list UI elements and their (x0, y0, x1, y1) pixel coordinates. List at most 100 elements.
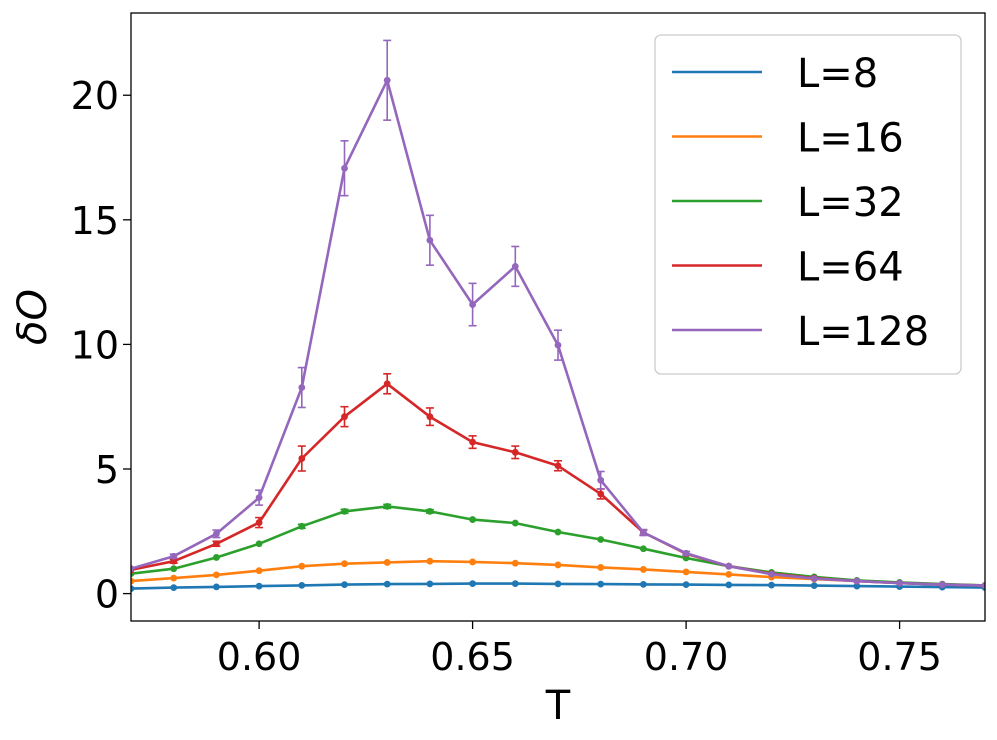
legend-label: L=32 (797, 180, 904, 226)
legend-label: L=128 (797, 309, 929, 355)
data-point (597, 580, 605, 588)
data-point (554, 528, 562, 536)
plot-frame (130, 12, 986, 622)
data-point (426, 557, 434, 565)
data-point (213, 540, 220, 548)
data-point (511, 448, 519, 456)
data-point (255, 540, 263, 548)
data-point (213, 530, 220, 538)
data-point (298, 562, 306, 570)
data-point (511, 519, 519, 527)
data-point (298, 522, 306, 530)
data-point (511, 263, 519, 270)
data-point (640, 566, 647, 573)
data-point (768, 581, 775, 589)
data-point (383, 76, 391, 84)
data-point (981, 582, 985, 590)
data-point (640, 580, 647, 588)
x-tick-label: 0.65 (430, 635, 515, 679)
data-point (597, 476, 605, 484)
data-point (131, 577, 135, 585)
data-point (469, 580, 476, 588)
data-point (469, 438, 476, 446)
data-point (298, 384, 306, 391)
data-point (682, 581, 690, 589)
data-point (896, 579, 903, 587)
data-point (597, 490, 605, 498)
data-point (341, 164, 348, 172)
data-point (426, 413, 434, 421)
data-point (255, 567, 263, 575)
data-point (640, 545, 647, 553)
data-point (640, 529, 647, 536)
data-point (170, 552, 178, 560)
data-point (383, 502, 391, 510)
data-point (341, 560, 348, 568)
data-point (255, 519, 263, 526)
data-point (341, 581, 348, 589)
data-point (597, 564, 605, 571)
x-axis: 0.60 0.65 0.70 0.75 (217, 621, 942, 679)
y-tick-label: 5 (95, 448, 119, 492)
data-point (213, 571, 220, 579)
data-point (213, 554, 220, 561)
data-point (170, 584, 178, 592)
data-point (131, 565, 135, 573)
data-point (938, 581, 946, 589)
legend-box (654, 34, 962, 375)
data-point (255, 494, 263, 502)
data-point (383, 580, 391, 588)
data-point (383, 380, 391, 388)
data-point (853, 577, 861, 585)
legend-label: L=8 (797, 51, 878, 97)
data-point (682, 568, 690, 576)
data-point (170, 574, 178, 582)
data-point (554, 341, 562, 349)
data-point (725, 571, 733, 578)
data-point (255, 582, 263, 590)
data-point (341, 413, 348, 421)
data-point (469, 558, 476, 566)
data-point (597, 536, 605, 543)
y-tick-label: 15 (71, 199, 119, 243)
y-tick-label: 0 (95, 573, 119, 617)
data-point (170, 565, 178, 573)
y-tick-label: 10 (71, 323, 119, 367)
data-point (810, 575, 818, 583)
x-axis-label: T (545, 683, 571, 729)
data-point (383, 559, 391, 566)
data-point (725, 562, 733, 570)
data-point (511, 580, 519, 588)
data-point (131, 585, 135, 593)
data-point (469, 301, 476, 308)
data-point (341, 507, 348, 515)
x-tick-label: 0.70 (644, 635, 729, 679)
data-point (213, 583, 220, 591)
data-point (298, 455, 306, 462)
series-L=128 (131, 39, 985, 590)
data-point (554, 462, 562, 470)
x-tick-label: 0.60 (217, 635, 302, 679)
data-point (554, 561, 562, 569)
x-tick-label: 0.75 (857, 635, 942, 679)
y-tick-label: 20 (71, 74, 119, 118)
data-point (426, 236, 434, 244)
data-point (810, 582, 818, 590)
data-point (298, 581, 306, 589)
legend: L=8 L=16 L=32 L=64 L=128 (654, 34, 962, 375)
legend-label: L=64 (797, 245, 904, 291)
data-point (469, 516, 476, 523)
legend-label: L=16 (797, 116, 904, 162)
data-point (682, 549, 690, 557)
data-point (554, 580, 562, 588)
data-point (511, 559, 519, 567)
data-point (725, 581, 733, 589)
data-point (853, 582, 861, 590)
data-point (426, 507, 434, 515)
y-axis: 0 5 10 15 20 (71, 74, 131, 617)
data-point (170, 557, 178, 565)
data-point (768, 570, 775, 578)
y-axis-label: δO (10, 289, 56, 345)
data-point (426, 580, 434, 588)
